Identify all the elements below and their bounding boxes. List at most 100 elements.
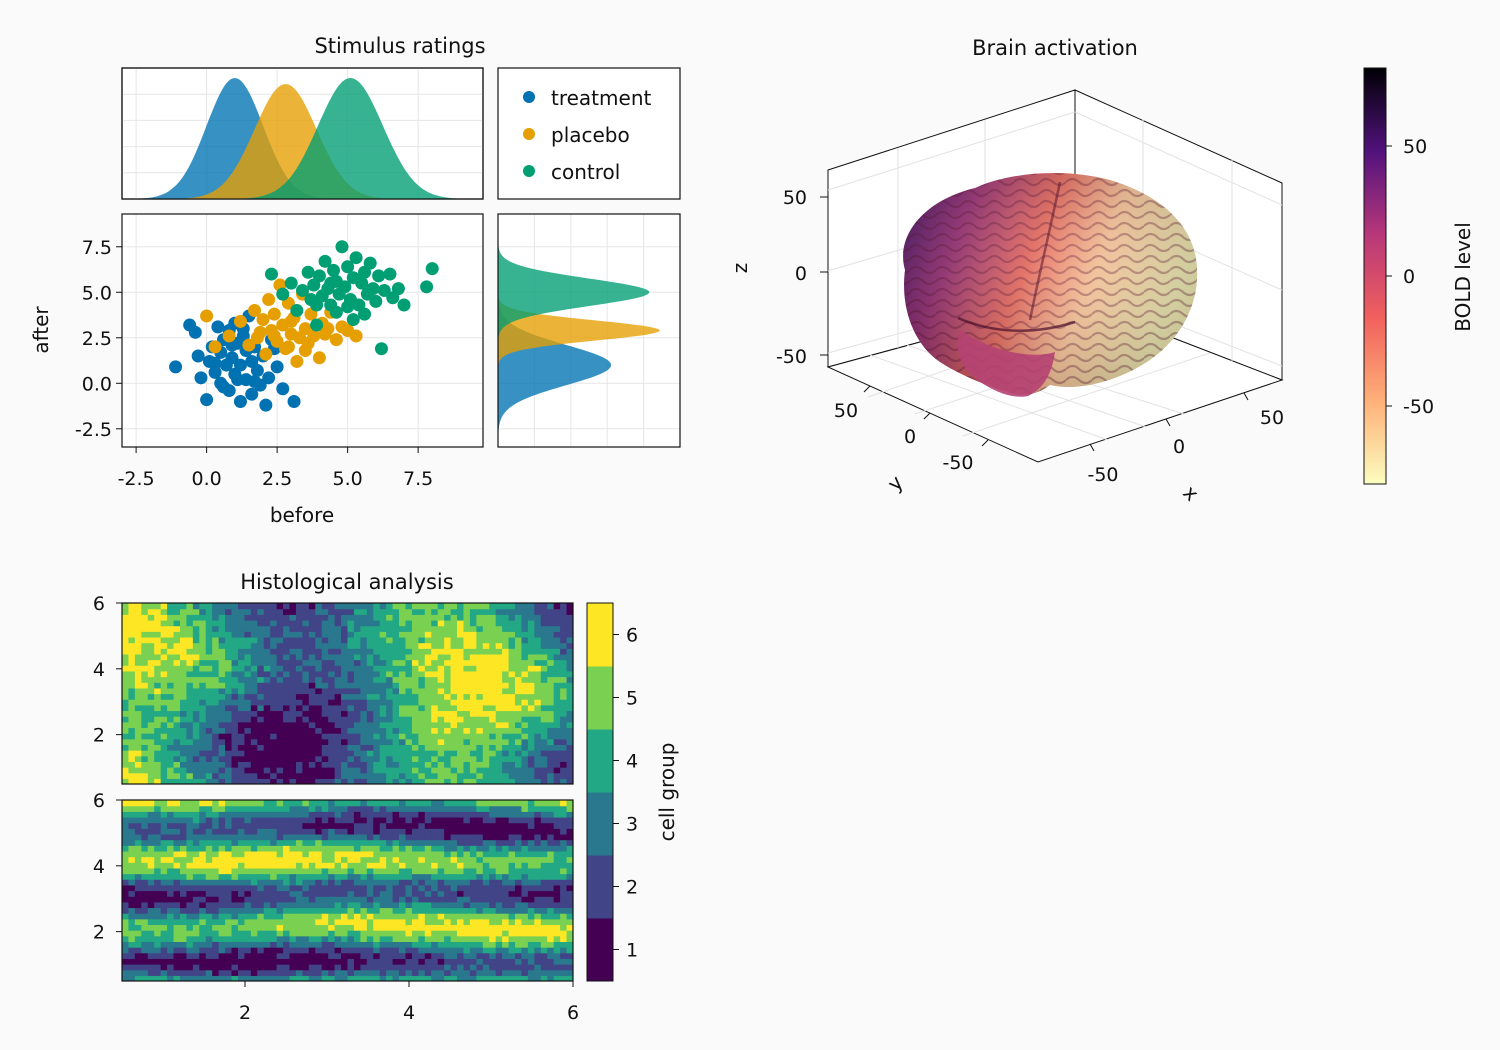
contour-cell — [308, 952, 316, 959]
contour-cell — [424, 716, 432, 723]
contour-cell — [167, 913, 175, 920]
contour-cell — [199, 924, 207, 931]
contour-cell — [392, 924, 400, 931]
contour-cell — [437, 653, 445, 661]
contour-cell — [540, 867, 548, 875]
contour-cell — [566, 648, 573, 655]
contour-cell — [270, 816, 278, 824]
contour-cell — [244, 833, 252, 841]
contour-cell — [225, 716, 233, 723]
contour-cell — [225, 964, 233, 971]
contour-cell — [527, 947, 535, 954]
contour-cell — [192, 721, 200, 729]
contour-cell — [167, 918, 175, 926]
scatter-point-placebo — [281, 340, 295, 354]
contour-cell — [122, 642, 130, 649]
contour-cell — [173, 884, 181, 892]
contour-cell — [476, 845, 484, 852]
contour-cell — [160, 755, 168, 762]
contour-cell — [308, 839, 316, 846]
contour-cell — [263, 704, 271, 712]
contour-cell — [431, 947, 439, 954]
contour-cell — [231, 896, 239, 903]
scatter-point-placebo — [307, 329, 321, 343]
contour-cell — [128, 839, 136, 846]
contour-cell — [515, 958, 523, 965]
contour-cell — [379, 670, 387, 678]
contour-cell — [547, 935, 555, 943]
contour-cell — [179, 636, 188, 644]
contour-cell — [495, 619, 503, 627]
contour-cell — [341, 648, 349, 655]
contour-cell — [141, 896, 149, 903]
contour-cell — [553, 653, 561, 661]
histo-panel-top: 246 — [93, 593, 574, 785]
contour-cell — [553, 890, 561, 897]
contour-cell — [250, 653, 258, 661]
contour-cell — [527, 733, 535, 740]
contour-cell — [392, 648, 400, 655]
contour-cell — [218, 958, 226, 965]
contour-cell — [334, 653, 342, 661]
contour-cell — [540, 738, 548, 746]
contour-cell — [334, 619, 342, 627]
contour-cell — [257, 805, 265, 812]
contour-cell — [360, 952, 368, 959]
contour-cell — [205, 816, 213, 824]
contour-cell — [482, 839, 490, 846]
contour-cell — [463, 710, 471, 717]
contour-cell — [437, 805, 445, 812]
contour-cell — [431, 619, 439, 627]
contour-cell — [192, 625, 200, 632]
scatter-y-ticks: -2.50.02.55.07.5 — [75, 237, 122, 441]
contour-cell — [328, 930, 336, 937]
contour-cell — [566, 873, 573, 880]
contour-cell — [218, 682, 226, 689]
contour-cell — [147, 901, 155, 909]
contour-cell — [469, 687, 477, 695]
contour-cell — [515, 619, 523, 627]
contour-cell — [179, 653, 188, 661]
contour-cell — [199, 969, 207, 976]
contour-cell — [263, 648, 271, 655]
contour-cell — [218, 924, 226, 931]
contour-cell — [270, 873, 278, 880]
contour-cell — [160, 642, 168, 649]
contour-cell — [167, 608, 175, 615]
contour-cell — [450, 761, 458, 768]
contour-cell — [437, 879, 445, 886]
contour-cell — [469, 631, 477, 638]
contour-cell — [547, 907, 555, 914]
contour-cell — [469, 670, 477, 678]
contour-cell — [321, 969, 329, 976]
contour-cell — [508, 924, 516, 931]
contour-cell — [495, 924, 503, 931]
contour-cell — [373, 603, 381, 610]
contour-cell — [295, 670, 303, 678]
contour-cell — [502, 642, 510, 649]
contour-cell — [334, 833, 342, 841]
contour-cell — [147, 716, 155, 723]
contour-cell — [192, 839, 200, 846]
contour-cell — [134, 941, 142, 948]
contour-cell — [373, 839, 381, 846]
contour-cell — [276, 738, 284, 746]
contour-cell — [276, 828, 284, 835]
contour-cell — [334, 811, 342, 818]
contour-cell — [276, 884, 284, 892]
contour-cell — [199, 930, 207, 937]
contour-cell — [437, 614, 445, 621]
contour-cell — [308, 631, 316, 638]
contour-cell — [476, 907, 484, 914]
contour-cell — [244, 682, 252, 689]
contour-cell — [521, 614, 529, 621]
contour-cell — [469, 913, 477, 920]
contour-cell — [399, 619, 407, 627]
contour-cell — [405, 822, 413, 829]
contour-cell — [463, 767, 471, 774]
contour-cell — [250, 890, 258, 897]
contour-cell — [347, 947, 355, 954]
contour-cell — [295, 653, 303, 661]
contour-cell — [173, 901, 181, 909]
contour-cell — [302, 721, 310, 729]
